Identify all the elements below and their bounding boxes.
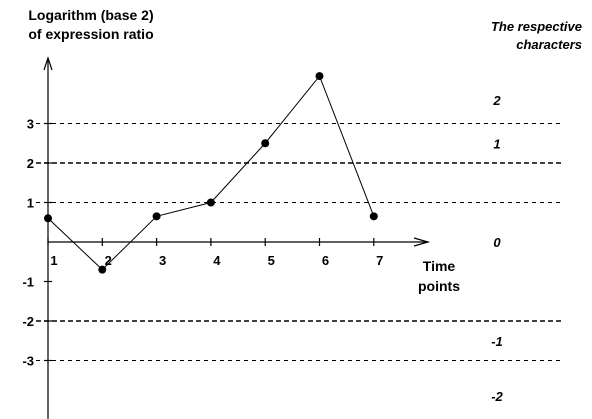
y-tick-label-1: 2 [27,156,34,171]
data-point-1 [44,214,52,223]
y-axis-arrow [43,56,53,71]
right-label-3: -1 [491,334,503,349]
data-point-2 [98,265,107,274]
x-tick-label-7: 7 [376,253,383,268]
right-label-4: -2 [491,389,503,404]
right-axis-title: The respective characters [491,18,582,54]
x-tick-label-6: 6 [322,253,329,268]
x-axis-title: Time points [404,256,474,296]
data-point-7 [369,212,378,221]
right-label-0: 2 [492,93,501,108]
right-axis-title-line-2: characters [516,37,582,52]
data-point-5 [261,139,270,148]
x-axis-title-line-2: points [418,278,460,294]
right-label-2: 0 [493,235,501,250]
y-tick-label-0: 3 [27,117,34,132]
data-point-3 [152,212,161,221]
y-tick-label-4: -2 [22,314,34,329]
x-tick-label-5: 5 [268,253,275,268]
right-axis-title-line-1: The respective [490,19,582,34]
y-axis-title-line-1: Logarithm (base 2) [28,7,154,23]
y-tick-label-2: 1 [27,196,34,211]
x-tick-label-4: 4 [213,253,221,268]
x-tick-label-1: 1 [50,253,57,268]
y-axis-title-line-2: of expression ratio [28,26,154,42]
x-tick-label-3: 3 [159,253,166,268]
data-point-6 [315,72,324,81]
x-axis-arrow [413,237,431,247]
x-tick-label-2: 2 [105,253,112,268]
right-label-1: 1 [493,136,500,151]
y-axis-title: Logarithm (base 2) of expression ratio [6,6,176,44]
data-point-4 [206,198,215,207]
y-tick-label-3: -1 [22,275,34,290]
x-axis-title-line-1: Time [422,258,456,274]
y-tick-label-5: -3 [22,354,34,369]
